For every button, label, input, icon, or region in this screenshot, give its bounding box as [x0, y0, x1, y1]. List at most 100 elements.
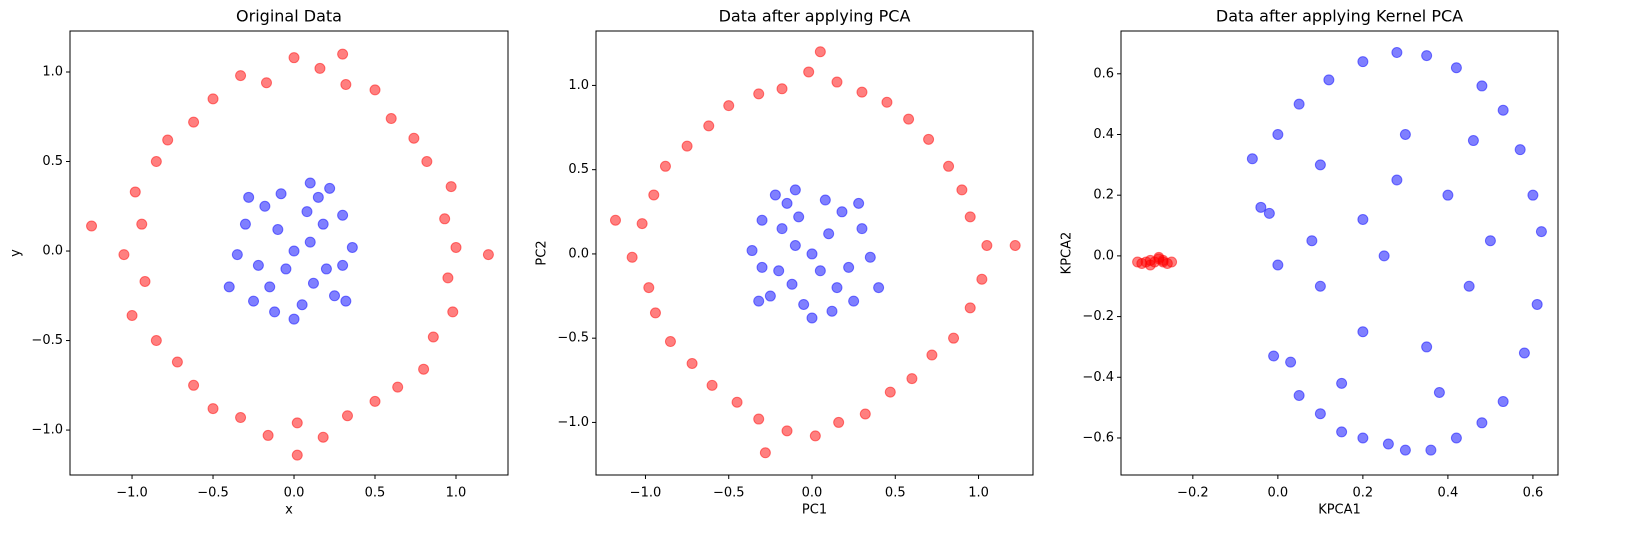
- y-tick-label: −1.0: [557, 415, 589, 430]
- scatter-point: [1314, 408, 1326, 420]
- scatter-point: [1357, 326, 1369, 338]
- y-tick-label: −0.5: [31, 333, 63, 348]
- scatter-point: [826, 305, 838, 317]
- scatter-point: [1357, 213, 1369, 225]
- scatter-point: [337, 259, 349, 271]
- scatter-point: [1378, 250, 1390, 262]
- scatter-point: [337, 48, 349, 60]
- axes-frame: [69, 30, 509, 476]
- scatter-point: [943, 160, 955, 172]
- scatter-point: [1293, 98, 1305, 110]
- scatter-point: [903, 113, 915, 125]
- scatter-point: [1268, 350, 1280, 362]
- y-tick-label: 0.4: [1093, 127, 1114, 142]
- scatter-point: [823, 228, 835, 240]
- x-axis-label: KPCA1: [1318, 503, 1361, 518]
- y-axis-label: KPCA2: [1060, 232, 1075, 275]
- scatter-point: [1421, 50, 1433, 62]
- y-tick-label: −0.2: [1082, 309, 1114, 324]
- scatter-point: [1497, 396, 1509, 408]
- y-tick-label: 0.2: [1093, 188, 1114, 203]
- scatter-point: [291, 417, 303, 429]
- scatter-point: [86, 220, 98, 232]
- scatter-point: [786, 278, 798, 290]
- scatter-point: [923, 133, 935, 145]
- scatter-point: [260, 77, 272, 89]
- scatter-point: [1425, 444, 1437, 456]
- y-axis-label: PC2: [535, 240, 550, 265]
- x-tick-label: 0.2: [1353, 486, 1374, 501]
- scatter-point: [341, 410, 353, 422]
- scatter-point: [833, 416, 845, 428]
- scatter-point: [408, 132, 420, 144]
- scatter-point: [759, 447, 771, 459]
- x-tick-label: 0.4: [1438, 486, 1459, 501]
- scatter-point: [809, 430, 821, 442]
- scatter-point: [746, 245, 758, 257]
- scatter-point: [231, 249, 243, 261]
- scatter-point: [307, 277, 319, 289]
- scatter-point: [207, 93, 219, 105]
- scatter-point: [906, 373, 918, 385]
- scatter-point: [981, 240, 993, 252]
- scatter-point: [482, 249, 494, 261]
- scatter-point: [369, 395, 381, 407]
- scatter-point: [859, 408, 871, 420]
- scatter-point: [773, 265, 785, 277]
- scatter-point: [1450, 62, 1462, 74]
- scatter-point: [439, 213, 451, 225]
- scatter-point: [1357, 432, 1369, 444]
- scatter-point: [1467, 135, 1479, 147]
- x-tick-label: 0.0: [284, 486, 305, 501]
- scatter-point: [304, 236, 316, 248]
- scatter-point: [873, 282, 885, 294]
- x-tick-label: −0.5: [713, 486, 745, 501]
- scatter-point: [421, 156, 433, 168]
- scatter-point: [1157, 254, 1169, 266]
- scatter-point: [450, 241, 462, 253]
- x-tick-label: 1.0: [968, 486, 989, 501]
- scatter-point: [129, 186, 141, 198]
- scatter-point: [1399, 444, 1411, 456]
- scatter-point: [385, 113, 397, 125]
- scatter-point: [1535, 226, 1547, 238]
- scatter-point: [814, 265, 826, 277]
- scatter-point: [340, 79, 352, 91]
- scatter-point: [776, 223, 788, 235]
- scatter-point: [643, 282, 655, 294]
- scatter-point: [781, 425, 793, 437]
- scatter-point: [1527, 189, 1539, 201]
- scatter-point: [681, 140, 693, 152]
- x-tick-label: 0.0: [1268, 486, 1289, 501]
- scatter-point: [188, 116, 200, 128]
- scatter-point: [337, 209, 349, 221]
- scatter-point: [1421, 341, 1433, 353]
- scatter-point: [706, 379, 718, 391]
- x-tick-label: 0.6: [1523, 486, 1544, 501]
- scatter-point: [1272, 128, 1284, 140]
- scatter-point: [649, 307, 661, 319]
- scatter-point: [856, 223, 868, 235]
- scatter-point: [314, 62, 326, 74]
- x-tick-label: −0.5: [197, 486, 229, 501]
- x-axis-label: x: [285, 503, 293, 518]
- scatter-point: [1514, 144, 1526, 156]
- scatter-point: [252, 259, 264, 271]
- scatter-point: [976, 273, 988, 285]
- scatter-point: [609, 214, 621, 226]
- scatter-point: [1433, 386, 1445, 398]
- scatter-point: [248, 295, 260, 307]
- scatter-point: [280, 263, 292, 275]
- scatter-point: [806, 312, 818, 324]
- y-tick-label: −1.0: [31, 423, 63, 438]
- scatter-point: [317, 431, 329, 443]
- y-axis-label: y: [9, 249, 24, 257]
- scatter-point: [626, 251, 638, 263]
- chart-title: Data after applying Kernel PCA: [1216, 7, 1463, 26]
- scatter-point: [853, 197, 865, 209]
- scatter-point: [1255, 201, 1267, 213]
- x-tick-label: 0.0: [802, 486, 823, 501]
- scatter-point: [223, 281, 235, 293]
- scatter-point: [262, 429, 274, 441]
- scatter-point: [1336, 426, 1348, 438]
